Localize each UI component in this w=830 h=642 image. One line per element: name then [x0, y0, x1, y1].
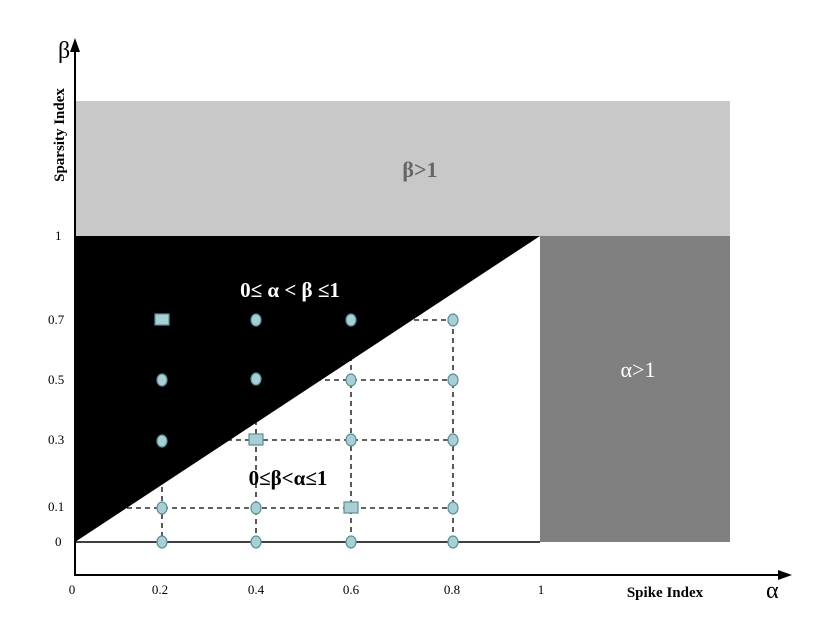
y-arrow [70, 38, 80, 52]
region-alpha-gt-1 [540, 236, 730, 542]
y-tick-label: 0.5 [48, 372, 64, 387]
y-tick-label: 0 [55, 534, 62, 549]
y-symbol: β [58, 38, 70, 64]
x-tick-label: 0.4 [248, 582, 265, 597]
region-label: 0≤ α < β ≤1 [240, 278, 340, 302]
x-symbol: α [766, 578, 779, 604]
y-tick-label: 1 [55, 228, 62, 243]
y-tick-label: 0.7 [48, 312, 65, 327]
axes [74, 50, 782, 576]
region-beta-gt-alpha [75, 236, 540, 542]
x-tick-label: 1 [538, 582, 545, 597]
x-tick-label: 0.6 [343, 582, 360, 597]
region-label: α>1 [621, 357, 656, 382]
x-tick-label: 0.2 [152, 582, 168, 597]
region-label: 0≤β<α≤1 [249, 466, 328, 490]
x-label: Spike Index [627, 585, 704, 601]
region-label: β>1 [402, 157, 437, 182]
x-tick-label: 0 [69, 582, 76, 597]
y-tick-label: 0.3 [48, 432, 64, 447]
region-beta-gt-1 [75, 101, 730, 236]
x-arrow [778, 570, 792, 580]
y-label: Sparsity Index [52, 88, 68, 182]
points [154, 313, 459, 549]
y-tick-label: 0.1 [48, 499, 64, 514]
x-tick-label: 0.8 [444, 582, 460, 597]
